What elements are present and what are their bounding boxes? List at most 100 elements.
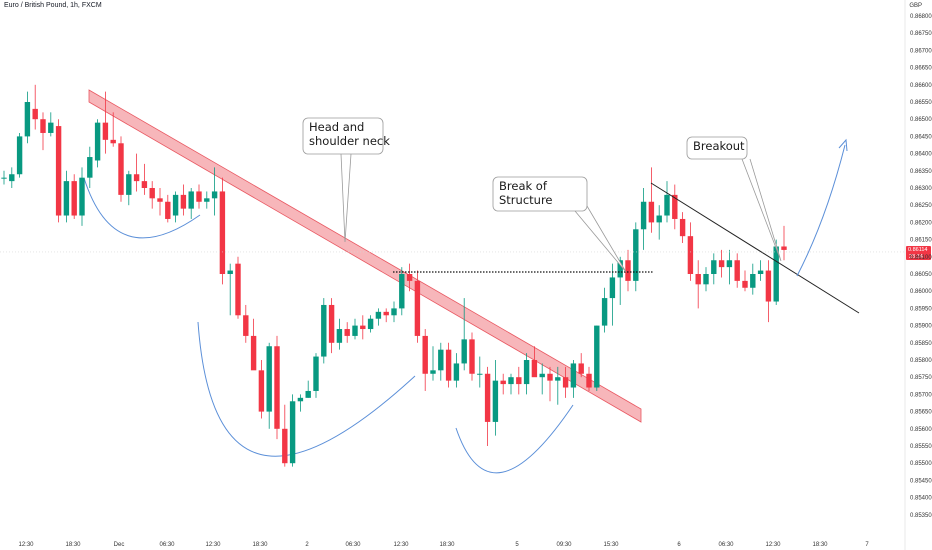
- candle-body-down: [578, 363, 584, 374]
- candle-body-down: [235, 263, 241, 316]
- candle-body-up: [640, 201, 647, 230]
- y-tick-label: 0.86750: [910, 31, 932, 37]
- candle-body-down: [695, 274, 701, 285]
- candle-body-down: [71, 181, 77, 216]
- right-shoulder-curve: [455, 404, 574, 474]
- candle-body-down: [531, 360, 538, 378]
- candle-body-up: [399, 274, 405, 309]
- candle-body-up: [9, 174, 15, 182]
- candle-body-up: [1, 177, 7, 179]
- last-price-value: 0.86114: [908, 247, 927, 253]
- y-tick-label: 0.85800: [910, 358, 932, 364]
- y-tick-label: 0.86600: [910, 83, 932, 89]
- y-tick-label: 0.85400: [910, 496, 932, 502]
- candle-body-up: [523, 360, 530, 385]
- candle-body-down: [718, 260, 725, 268]
- candle-body-up: [313, 356, 319, 391]
- y-tick-label: 0.85750: [910, 375, 932, 381]
- candles-layer: [1, 84, 787, 467]
- candle-body-down: [406, 274, 413, 281]
- candle-body-down: [282, 428, 288, 464]
- projection-arrow-head: [838, 138, 848, 152]
- candle-body-down: [180, 194, 187, 209]
- candle-body-up: [492, 380, 499, 422]
- note-breakout-text: Breakout: [693, 139, 745, 153]
- y-tick-label: 0.86650: [910, 66, 932, 72]
- y-tick-label: 0.86300: [910, 186, 932, 192]
- candle-body-down: [196, 191, 202, 202]
- y-tick-label: 0.86500: [910, 117, 932, 123]
- candle-body-down: [484, 373, 491, 422]
- candle-body-up: [211, 191, 218, 199]
- note-head-shoulder-pointer: [340, 153, 352, 243]
- candle-body-down: [742, 280, 748, 288]
- candle-body-up: [204, 198, 210, 202]
- candle-body-down: [32, 108, 38, 120]
- candle-body-up: [24, 102, 31, 137]
- y-tick-label: 0.86100: [910, 255, 932, 261]
- candle-body-down: [274, 346, 280, 429]
- candle-body-down: [547, 373, 553, 381]
- candle-body-down: [40, 119, 46, 133]
- note-break-structure-box: [492, 176, 588, 212]
- axes-layer: 0.85350 0.85400 0.85450 0.85500 0.85550 0.856…: [18, 0, 932, 550]
- candle-body-up: [438, 349, 444, 371]
- candle-body-up: [79, 177, 85, 216]
- candle-body-up: [87, 157, 93, 178]
- candle-body-down: [679, 218, 686, 237]
- candle-body-up: [227, 270, 233, 274]
- note-breakout-pointer: [741, 158, 782, 262]
- candle-body-up: [289, 401, 296, 464]
- countdown-value: 28:34: [909, 254, 923, 260]
- x-tick-label: 18:30: [65, 542, 81, 548]
- candle-body-up: [711, 260, 717, 274]
- candle-body-up: [16, 136, 23, 175]
- candle-body-down: [383, 311, 389, 316]
- y-tick-label: 0.85450: [910, 478, 932, 484]
- note-break-structure-text: Structure: [499, 193, 553, 207]
- trendline: [650, 182, 860, 314]
- chart-title: Euro / British Pound, 1h, FXCM: [4, 2, 102, 9]
- candle-body-up: [609, 277, 616, 299]
- x-tick-label: 12:30: [18, 542, 34, 548]
- candle-body-down: [55, 126, 62, 216]
- candle-body-down: [118, 143, 124, 195]
- candle-body-up: [352, 325, 358, 336]
- candle-body-up: [461, 339, 467, 364]
- candle-body-down: [687, 236, 694, 274]
- neckline-band: [88, 89, 642, 423]
- candle-body-up: [570, 363, 577, 388]
- candle-body-down: [562, 377, 569, 388]
- projection-arrow-line: [796, 144, 846, 277]
- y-tick-label: 0.85500: [910, 461, 932, 467]
- candle-body-up: [430, 370, 436, 374]
- y-tick-label: 0.86050: [910, 272, 932, 278]
- candle-body-down: [648, 201, 655, 223]
- candle-body-down: [165, 201, 171, 219]
- note-head-shoulder-text: Head and: [309, 120, 364, 134]
- candle-body-up: [539, 373, 545, 378]
- candle-body-up: [594, 325, 600, 388]
- candle-body-up: [757, 270, 764, 274]
- candle-body-up: [750, 274, 756, 288]
- y-tick-label: 0.86400: [910, 152, 932, 158]
- candle-body-up: [48, 122, 54, 133]
- candle-body-up: [617, 260, 623, 278]
- x-tick-label: 09:30: [556, 542, 572, 548]
- note-head-shoulder-box: [302, 117, 384, 155]
- candle-body-up: [94, 122, 101, 161]
- x-tick-label: 12:30: [205, 542, 221, 548]
- note-head-shoulder-text: shoulder neck: [309, 134, 390, 148]
- candle-body-up: [367, 318, 374, 330]
- last-price-tag: [906, 245, 931, 260]
- note-break-structure-text: Break of: [499, 179, 548, 193]
- left-shoulder-curve: [83, 177, 201, 239]
- candle-body-down: [765, 270, 772, 302]
- candle-body-down: [133, 174, 140, 182]
- candle-body-up: [508, 377, 514, 385]
- candle-body-down: [781, 246, 787, 250]
- candle-body-down: [328, 304, 335, 343]
- candle-body-down: [360, 325, 366, 330]
